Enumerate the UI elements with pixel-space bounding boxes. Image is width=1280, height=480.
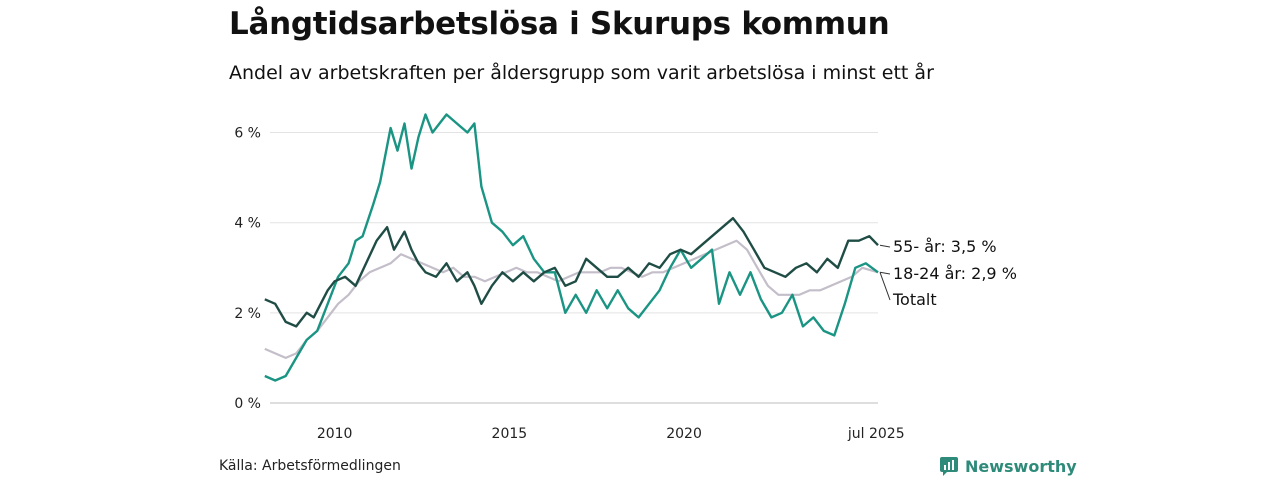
x-tick-label: jul 2025 — [847, 426, 905, 442]
newsworthy-logo: Newsworthy — [939, 456, 1077, 476]
source-note: Källa: Arbetsförmedlingen — [219, 458, 401, 474]
brand-name: Newsworthy — [965, 456, 1077, 476]
series-line-totalt — [264, 239, 879, 359]
x-axis: 2010 2015 2020 jul 2025 — [317, 426, 905, 442]
series-line-55-plus — [264, 216, 879, 328]
y-axis: 0 % 2 % 4 % 6 % — [234, 126, 261, 412]
leader-line — [879, 244, 891, 248]
leader-line — [879, 271, 891, 275]
newsworthy-icon — [940, 457, 958, 476]
end-label: 55- år: 3,5 % — [893, 237, 997, 256]
leader-line — [879, 272, 891, 301]
end-label: 18-24 år: 2,9 % — [893, 264, 1017, 283]
y-tick-label: 0 % — [234, 396, 261, 412]
gridlines — [270, 132, 878, 404]
chart-subtitle: Andel av arbetskraften per åldersgrupp s… — [229, 62, 934, 84]
x-tick-label: 2010 — [317, 426, 353, 442]
end-labels: 55- år: 3,5 % 18-24 år: 2,9 % Totalt — [879, 237, 1017, 309]
y-tick-label: 6 % — [234, 126, 261, 142]
series-line-18-24 — [264, 113, 879, 382]
series-lines — [264, 113, 879, 382]
y-tick-label: 2 % — [234, 306, 261, 322]
chart-title: Långtidsarbetslösa i Skurups kommun — [229, 6, 890, 42]
y-tick-label: 4 % — [234, 216, 261, 232]
end-label: Totalt — [892, 290, 937, 309]
x-tick-label: 2020 — [666, 426, 702, 442]
x-tick-label: 2015 — [492, 426, 528, 442]
